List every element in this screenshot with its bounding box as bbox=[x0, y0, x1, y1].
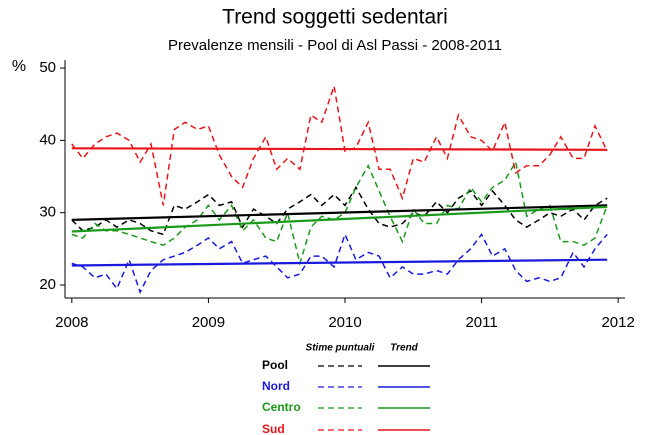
x-tick-label: 2011 bbox=[465, 314, 497, 331]
trend-line bbox=[71, 258, 608, 267]
legend-label: Pool bbox=[262, 358, 288, 372]
y-tick-label: 40 bbox=[39, 131, 56, 148]
trend-line bbox=[71, 205, 608, 233]
y-tick-label: 30 bbox=[39, 204, 56, 221]
x-tick-label: 2008 bbox=[55, 314, 88, 331]
x-tick-label: 2010 bbox=[328, 314, 361, 331]
legend-header: Stime puntuali bbox=[306, 343, 375, 354]
x-tick-label: 2012 bbox=[601, 314, 634, 331]
data-line bbox=[71, 232, 608, 295]
legend-label: Nord bbox=[262, 379, 290, 393]
data-line bbox=[71, 185, 608, 236]
y-axis-label: % bbox=[12, 58, 26, 75]
data-line bbox=[71, 85, 608, 206]
chart-subtitle: Prevalenze mensili - Pool di Asl Passi -… bbox=[168, 37, 502, 54]
chart-title: Trend soggetti sedentari bbox=[222, 6, 448, 29]
x-tick-label: 2009 bbox=[192, 314, 225, 331]
legend-header: Trend bbox=[390, 343, 418, 354]
legend-label: Sud bbox=[262, 422, 285, 435]
y-tick-label: 20 bbox=[39, 276, 56, 293]
data-line bbox=[71, 160, 608, 267]
trend-line bbox=[71, 147, 608, 151]
trend-line bbox=[71, 204, 608, 221]
y-tick-label: 50 bbox=[39, 59, 56, 76]
legend-label: Centro bbox=[262, 400, 301, 414]
